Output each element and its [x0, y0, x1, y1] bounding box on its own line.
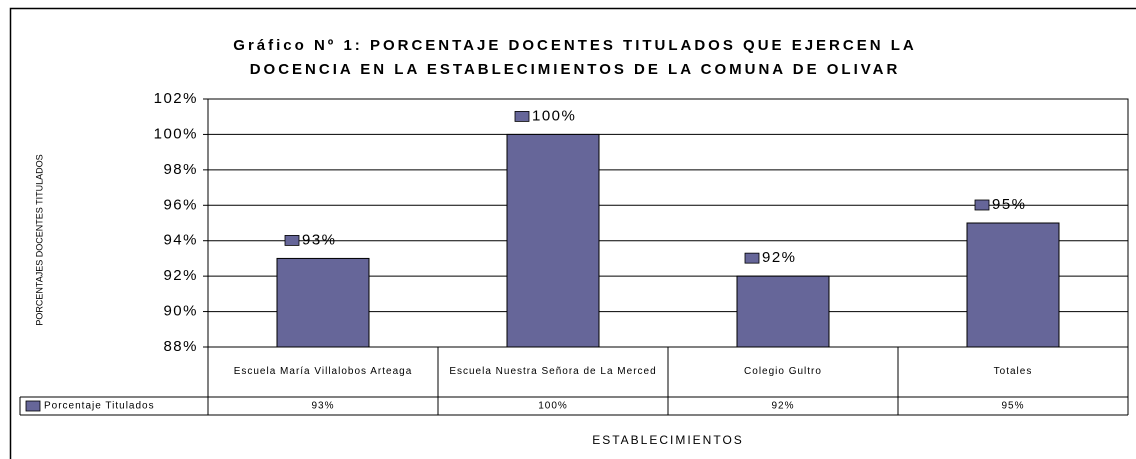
x-axis-label: ESTABLECIMIENTOS — [592, 433, 744, 447]
bar — [736, 275, 830, 348]
bar — [276, 257, 370, 348]
x-tick-label: Escuela Nuestra Señora de La Merced — [449, 366, 657, 377]
table-value: 93% — [311, 401, 334, 412]
chart-title: Gráfico Nº 1: PORCENTAJE DOCENTES TITULA… — [233, 37, 916, 54]
category-cell: Escuela María Villalobos Arteaga — [233, 366, 413, 377]
y-axis-label: PORCENTAJES DOCENTES TITULADOS — [34, 154, 44, 325]
x-tick-label: Colegio Gultro — [744, 366, 822, 377]
data-label-key — [744, 252, 760, 264]
data-label-key — [284, 235, 300, 246]
category-cell: Escuela Nuestra Señora de La Merced — [449, 366, 657, 377]
table-value: 92% — [771, 401, 794, 412]
y-tick-label: 100% — [154, 125, 198, 142]
category-cell: Totales — [993, 366, 1033, 377]
y-tick-label: 102% — [154, 90, 198, 107]
x-tick-label: Totales — [993, 366, 1033, 377]
data-label: 93% — [302, 231, 337, 248]
bar — [966, 222, 1060, 348]
y-tick-label: 90% — [163, 303, 198, 320]
chart-title: DOCENCIA EN LA ESTABLECIMIENTOS DE LA CO… — [250, 61, 901, 78]
data-label: 100% — [532, 107, 576, 124]
data-label: 95% — [992, 196, 1027, 213]
bar — [506, 133, 600, 348]
y-tick-label: 92% — [163, 267, 198, 284]
table-value: 100% — [538, 401, 568, 412]
data-label-key — [974, 199, 990, 211]
x-tick-label: Escuela María Villalobos Arteaga — [233, 366, 413, 377]
y-tick-label: 98% — [163, 161, 198, 178]
y-tick-label: 96% — [163, 196, 198, 213]
y-tick-label: 88% — [163, 338, 198, 355]
data-label-key — [514, 111, 530, 122]
legend-key — [25, 400, 41, 412]
y-tick-label: 94% — [163, 232, 198, 249]
data-label: 92% — [762, 249, 797, 266]
category-cell: Colegio Gultro — [744, 366, 822, 377]
table-value: 95% — [1001, 401, 1024, 412]
legend-label: Porcentaje Titulados — [44, 401, 155, 412]
